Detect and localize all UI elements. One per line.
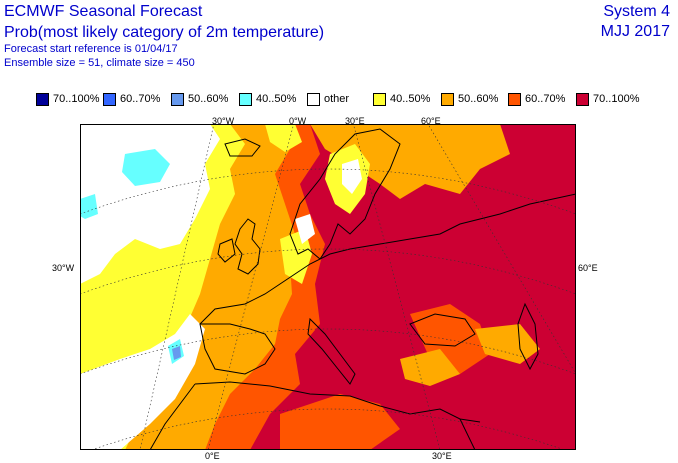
region-warm-50-60-east: [475, 324, 540, 364]
lon-label-0w: 0°W: [289, 116, 307, 126]
region-other-scandinavia: [342, 159, 362, 194]
coast-black-sea: [409, 313, 476, 347]
region-cold-50-60: [172, 346, 181, 360]
parallel-2: [80, 328, 576, 375]
coast-caspian: [517, 302, 539, 371]
coast-iceland: [224, 138, 261, 157]
chart-title: ECMWF Seasonal Forecast: [4, 3, 203, 20]
legend-swatch: [171, 93, 184, 106]
legend-swatch: [103, 93, 116, 106]
coast-europe-west: [199, 193, 576, 325]
region-warm-50-60-north: [310, 124, 510, 199]
legend-label: 60..70%: [525, 93, 566, 105]
parallel-3: [90, 408, 566, 450]
forecast-period: MJJ 2017: [600, 23, 670, 40]
legend-label: 50..60%: [458, 93, 499, 105]
coast-red-sea: [459, 418, 476, 450]
legend-swatch: [36, 93, 49, 106]
region-warm-50-60-se: [400, 349, 460, 386]
lon-label-30e-bottom: 30°E: [432, 451, 452, 461]
lat-label-left: 30°W: [52, 263, 75, 273]
lon-label-30w: 30°W: [212, 116, 235, 126]
coast-iberia: [199, 323, 276, 375]
legend-label: 40..50%: [390, 93, 431, 105]
lon-label-60e-top: 60°E: [421, 116, 441, 126]
region-warm-40-50-north: [265, 124, 302, 152]
coast-ireland: [217, 238, 236, 263]
chart-subtitle: Prob(most likely category of 2m temperat…: [4, 24, 325, 41]
region-warm-60-70-south: [280, 394, 400, 450]
legend-label: 50..60%: [188, 93, 229, 105]
parallel-4: [80, 168, 576, 215]
legend-swatch: [576, 93, 589, 106]
region-other: [80, 124, 220, 284]
map-frame: [80, 124, 576, 450]
region-warm-40-50-channel: [280, 229, 312, 284]
legend-swatch: [441, 93, 454, 106]
legend-swatch: [508, 93, 521, 106]
lon-label-30e-top: 30°E: [345, 116, 365, 126]
lat-label-right: 60°E: [578, 263, 598, 273]
lon-label-0e-bottom: 0°E: [205, 451, 220, 461]
coast-uk: [234, 218, 261, 275]
legend-label: 70..100%: [53, 93, 100, 105]
region-cold-40-50-small: [80, 194, 98, 219]
meridian-30e: [353, 124, 441, 450]
meridian-0: [207, 124, 294, 450]
legend-label: 40..50%: [256, 93, 297, 105]
coast-scandinavia: [289, 128, 401, 260]
legend-swatch: [239, 93, 252, 106]
region-other-baltic: [295, 214, 315, 244]
legend-swatch: [373, 93, 386, 106]
graticule: [80, 124, 576, 450]
system-label: System 4: [603, 3, 670, 20]
ensemble-size: Ensemble size = 51, climate size = 450: [4, 57, 195, 69]
meridian-30w: [139, 124, 215, 450]
coast-italy: [307, 317, 356, 385]
legend-swatch: [307, 93, 320, 106]
probability-map: [80, 124, 576, 450]
meridian-60e: [427, 124, 576, 375]
legend-label: 70..100%: [593, 93, 640, 105]
region-cold-40-50: [122, 149, 170, 186]
coast-med-south: [194, 381, 481, 423]
parallel-1: [80, 248, 576, 295]
legend-label: 60..70%: [120, 93, 161, 105]
coastlines: [149, 128, 576, 450]
coast-africa-west: [149, 383, 196, 450]
legend-label: other: [324, 93, 350, 105]
forecast-start-reference: Forecast start reference is 01/04/17: [4, 43, 178, 55]
